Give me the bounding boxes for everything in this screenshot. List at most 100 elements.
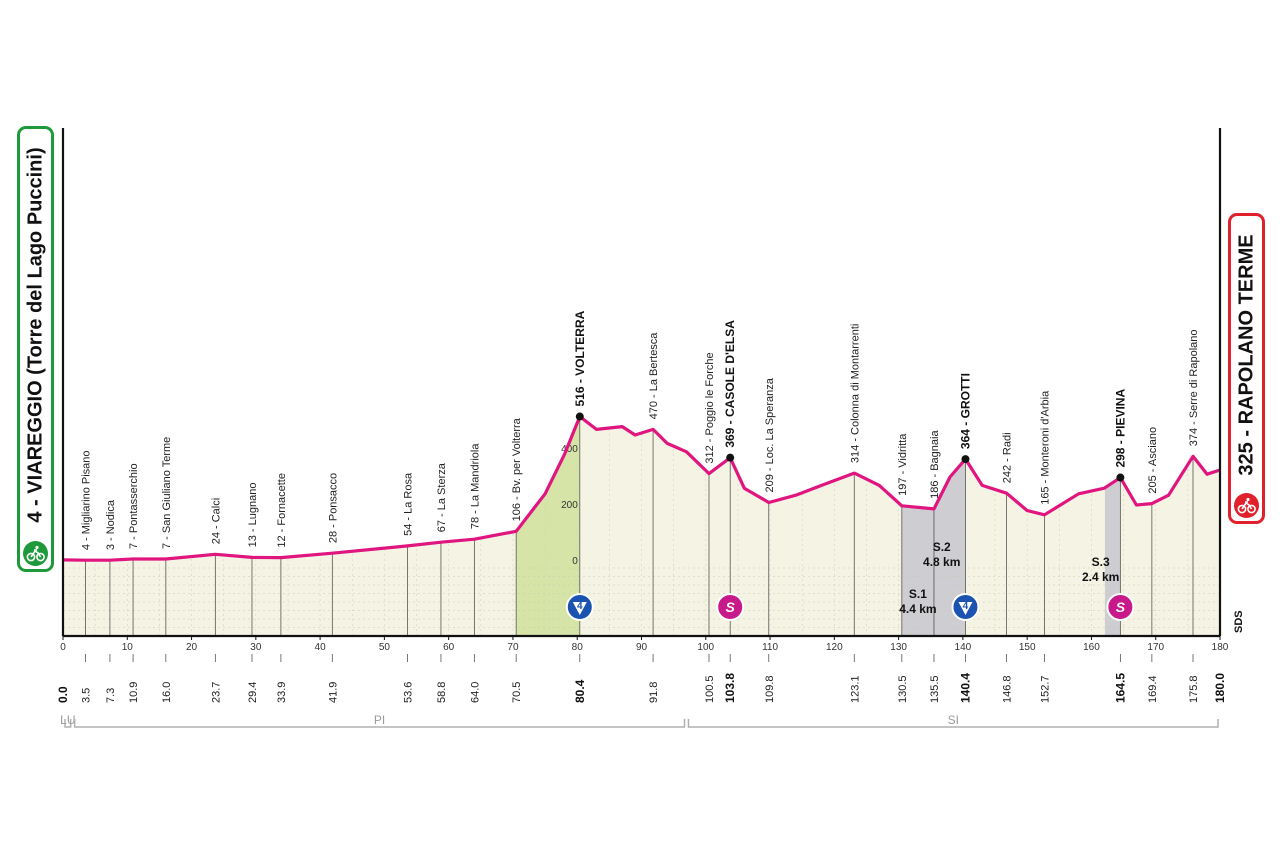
- x-tick-label: 80: [572, 642, 584, 653]
- location-label: 364 - GROTTI: [958, 373, 972, 449]
- province-bracket: [64, 719, 72, 728]
- start-label: 4 - VIAREGGIO (Torre del Lago Puccini): [24, 147, 46, 523]
- x-tick-label: 110: [762, 642, 778, 653]
- km-label: 152.7: [1040, 675, 1052, 703]
- sprint-label: S: [1116, 599, 1126, 615]
- location-label: 7 - Pontasserchio: [128, 463, 140, 549]
- kom-category-label: 4: [577, 601, 583, 612]
- x-tick-label: 0: [60, 642, 66, 653]
- x-tick-label: 150: [1019, 642, 1036, 653]
- location-label: 78 - La Mandriola: [469, 443, 481, 529]
- gravel-sector-area: [934, 459, 966, 636]
- location-label: 12 - Fornacette: [276, 473, 288, 548]
- altitude-tick: 400: [561, 444, 578, 455]
- location-label: 312 - Poggio le Forche: [704, 352, 716, 463]
- location-label: 28 - Ponsacco: [327, 473, 339, 543]
- km-label: 33.9: [276, 682, 288, 703]
- altitude-tick: 0: [572, 556, 578, 567]
- sds-label: SDS: [1233, 610, 1245, 633]
- start-badge: 4 - VIAREGGIO (Torre del Lago Puccini): [17, 126, 54, 572]
- altitude-tick: 200: [561, 500, 578, 511]
- gravel-sector-length: 4.4 km: [899, 602, 936, 616]
- location-label: 7 - San Giuliano Terme: [161, 437, 173, 549]
- x-tick-label: 130: [890, 642, 907, 653]
- km-label: 91.8: [648, 682, 660, 703]
- location-label: 369 - CASOLE D'ELSA: [723, 320, 737, 448]
- km-label: 130.5: [897, 675, 909, 703]
- location-label: 24 - Calci: [210, 498, 222, 544]
- kom-triangle-icon: [958, 602, 973, 615]
- km-label: 64.0: [469, 682, 481, 703]
- sds-logo: SDS: [1233, 610, 1245, 633]
- km-label: 140.4: [958, 673, 972, 703]
- location-label: 106 - Bv. per Volterra: [511, 417, 523, 521]
- summit-dot: [575, 412, 584, 421]
- location-label: 374 - Serre di Rapolano: [1188, 329, 1200, 446]
- finish-label: 325 - RAPOLANO TERME: [1235, 233, 1257, 476]
- gravel-sector-name: S.3: [1092, 555, 1110, 569]
- location-labels: 4 - Migliarino Pisano 3.5 3 - Nodica 7.3 7 -…: [56, 310, 1227, 703]
- province-label: LU: [60, 713, 75, 727]
- km-label: 135.5: [929, 675, 941, 703]
- km-label: 180.0: [1213, 673, 1227, 703]
- x-tick-label: 100: [697, 642, 714, 653]
- km-label: 3.5: [80, 688, 92, 703]
- summit-dot: [726, 453, 735, 462]
- x-tick-label: 140: [955, 642, 972, 653]
- km-label: 169.4: [1147, 675, 1159, 703]
- km-label: 0.0: [56, 686, 70, 703]
- summit-dot: [1116, 473, 1125, 482]
- km-label: 103.8: [723, 673, 737, 703]
- km-label: 100.5: [704, 675, 716, 703]
- x-tick-label: 180: [1212, 642, 1229, 653]
- x-tick-label: 20: [186, 642, 198, 653]
- location-label: 197 - Vidritta: [897, 433, 909, 496]
- gravel-sector-length: 2.4 km: [1082, 570, 1119, 584]
- x-tick-label: 40: [315, 642, 327, 653]
- location-label: 516 - VOLTERRA: [573, 310, 587, 406]
- x-tick-label: 10: [122, 642, 134, 653]
- km-label: 53.6: [403, 682, 415, 703]
- x-tick-label: 120: [826, 642, 843, 653]
- km-label: 123.1: [849, 675, 861, 703]
- finish-badge: 325 - RAPOLANO TERME: [1228, 213, 1265, 524]
- location-label: 205 - Asciano: [1147, 427, 1159, 494]
- sprint-marker-icon: [1106, 593, 1135, 621]
- km-label: 58.8: [436, 682, 448, 703]
- location-label: 4 - Migliarino Pisano: [80, 451, 92, 551]
- location-label: 13 - Lugnano: [247, 483, 259, 548]
- km-label: 175.8: [1188, 675, 1200, 703]
- province-label: SI: [948, 713, 959, 727]
- gravel-sector-name: S.1: [909, 587, 927, 601]
- location-label: 67 - La Sterza: [436, 462, 448, 532]
- province-label: PI: [374, 713, 385, 727]
- bicycle-icon: [23, 541, 48, 566]
- location-label: 470 - La Bertesca: [648, 332, 660, 420]
- km-label: 164.5: [1113, 673, 1127, 703]
- sprint-marker-icon: [716, 593, 745, 621]
- km-label: 16.0: [161, 682, 173, 703]
- x-tick-label: 160: [1083, 642, 1100, 653]
- location-label: 314 - Colonna di Montarrenti: [849, 324, 861, 463]
- location-label: 298 - PIEVINA: [1113, 389, 1127, 468]
- location-label: 3 - Nodica: [105, 499, 117, 550]
- location-label: 242 - Radi: [1002, 432, 1014, 483]
- x-tick-label: 30: [250, 642, 262, 653]
- km-label: 29.4: [247, 682, 259, 703]
- km-label: 146.8: [1002, 675, 1014, 703]
- summit-dot: [961, 455, 970, 464]
- x-tick-label: 50: [379, 642, 391, 653]
- location-label: 165 - Monteroni d'Arbia: [1040, 390, 1052, 505]
- bicycle-icon: [1234, 493, 1259, 518]
- x-tick-label: 70: [507, 642, 519, 653]
- x-axis: 0 10 20 30 40 50 60 70 80 90 100 110 120 130 140 150 160…: [60, 128, 1229, 653]
- location-label: 209 - Loc. La Speranza: [764, 377, 776, 492]
- province-bar: LU PI SI: [60, 713, 1219, 728]
- km-label: 7.3: [105, 688, 117, 703]
- climb-area: [516, 416, 580, 636]
- kom-category-label: 4: [963, 601, 969, 612]
- sprint-label: S: [726, 599, 736, 615]
- km-label: 41.9: [327, 682, 339, 703]
- km-label: 10.9: [128, 682, 140, 703]
